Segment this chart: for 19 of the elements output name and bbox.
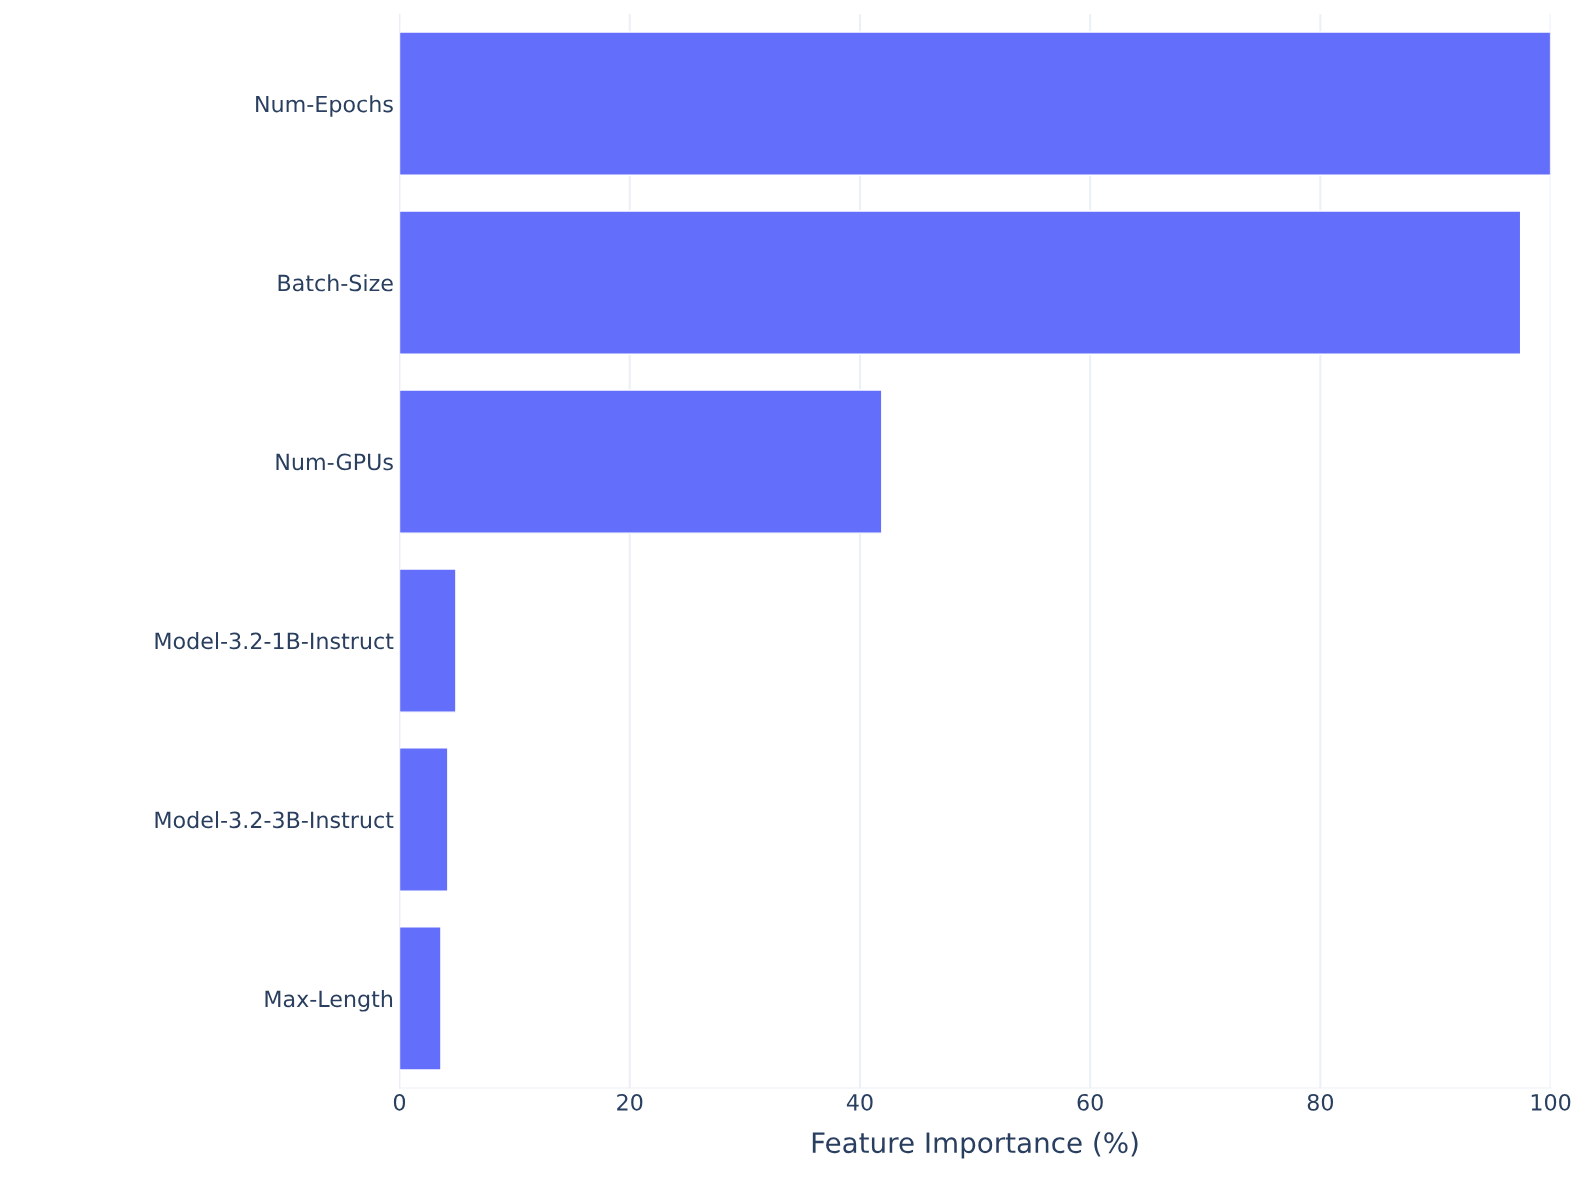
x-tick-label: 80 <box>1307 1093 1334 1111</box>
y-tick-label: Max-Length <box>265 990 393 1012</box>
x-tick-label: 100 <box>1531 1093 1571 1111</box>
x-tick-label: 60 <box>1077 1093 1103 1111</box>
bar <box>399 747 449 892</box>
y-tick-label: Num-GPUs <box>276 453 393 471</box>
bar <box>399 210 1522 355</box>
bar <box>399 568 457 713</box>
y-tick-label: Model-3.2-3B-Instruct <box>155 811 394 829</box>
y-tick-label: Batch-Size <box>278 274 393 292</box>
bar <box>399 31 1551 176</box>
x-tick-label: 40 <box>846 1093 873 1111</box>
bar <box>399 389 883 534</box>
y-tick-label: Num-Epochs <box>256 95 393 117</box>
bar <box>399 926 442 1071</box>
x-tick-label: 0 <box>393 1093 406 1111</box>
y-tick-label: Model-3.2-1B-Instruct <box>155 632 394 650</box>
x-axis-title: Feature Importance (%) <box>812 1131 1138 1159</box>
x-tick-label: 20 <box>617 1093 643 1111</box>
